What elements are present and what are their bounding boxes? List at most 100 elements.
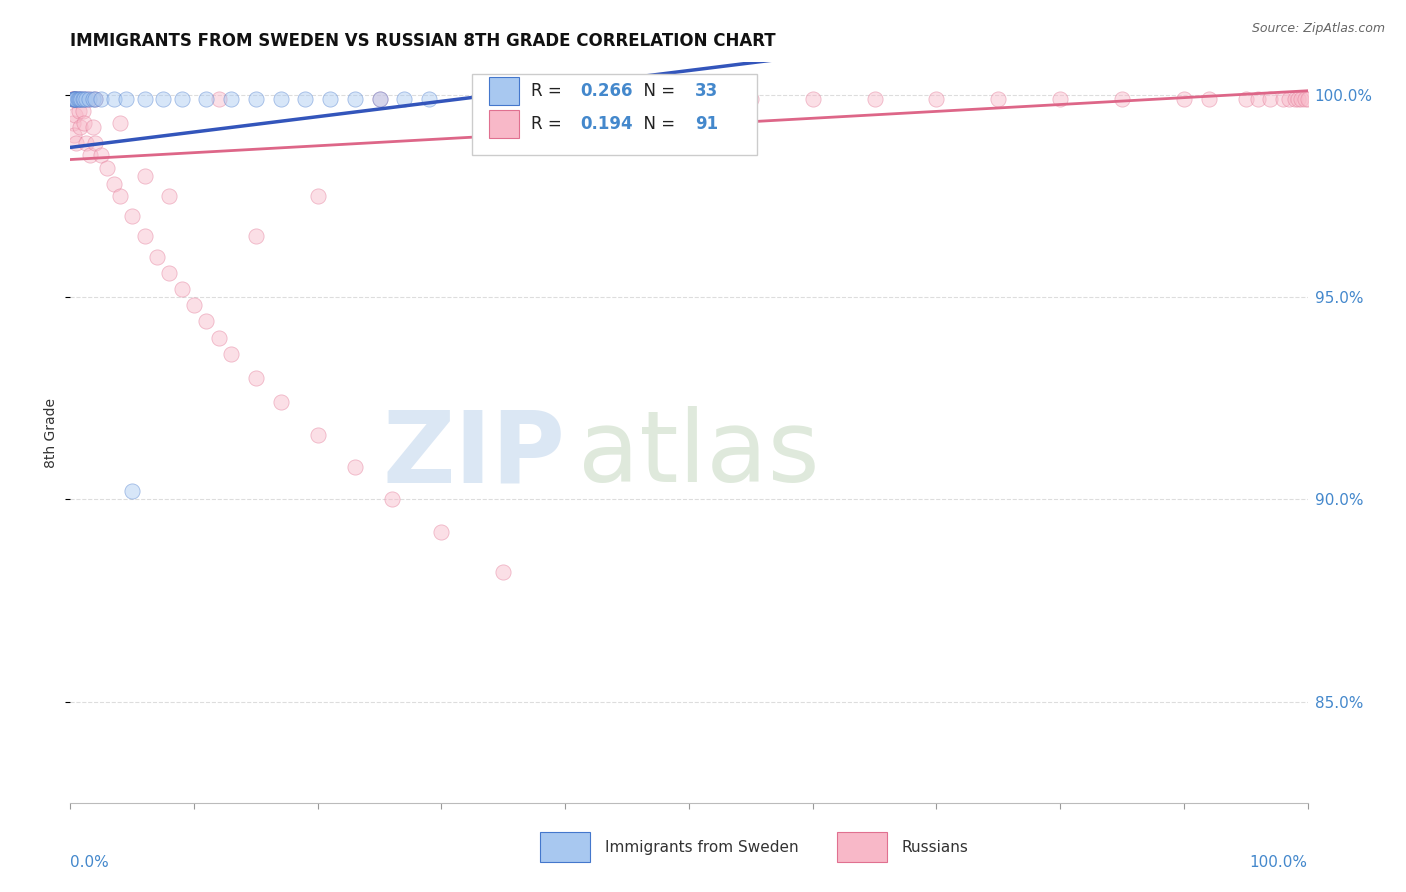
Point [62,116,84,130]
Point [90,148,112,162]
Point [75,136,97,151]
Point [121,209,143,223]
Point [103,177,125,191]
Point [925,92,948,106]
Point [343,460,366,475]
Point [245,371,267,385]
Point [1234,92,1257,106]
Point [108,189,131,203]
Point [72,92,94,106]
Point [70,92,93,106]
Point [987,92,1010,106]
Point [134,92,156,106]
Text: Russians: Russians [901,839,969,855]
FancyBboxPatch shape [488,110,519,138]
Point [63,92,86,106]
Text: 33: 33 [695,81,718,100]
Point [63,92,86,106]
Point [381,492,404,507]
Point [65,92,87,106]
Point [108,116,131,130]
Text: 91: 91 [695,115,718,133]
Point [270,92,292,106]
Point [82,120,104,135]
Point [115,92,138,106]
Point [72,103,94,118]
Point [183,298,205,312]
Point [1291,92,1313,106]
Point [863,92,886,106]
Point [208,330,231,344]
Point [195,314,218,328]
Text: N =: N = [633,115,681,133]
Point [84,92,107,106]
Point [1284,92,1306,106]
Point [63,128,86,143]
Point [84,92,107,106]
Point [63,92,86,106]
Text: R =: R = [530,115,567,133]
Point [368,92,391,106]
Point [1271,92,1294,106]
Point [62,92,84,106]
Point [245,229,267,244]
Point [157,189,180,203]
Point [77,92,100,106]
Point [1198,92,1220,106]
Point [801,92,824,106]
Text: atlas: atlas [578,407,820,503]
Point [77,92,100,106]
Point [1173,92,1195,106]
Text: 0.266: 0.266 [581,81,633,100]
Y-axis label: 8th Grade: 8th Grade [44,398,58,467]
Point [1296,92,1319,106]
Point [245,92,267,106]
Point [307,427,329,442]
Point [1278,92,1301,106]
Point [152,92,174,106]
FancyBboxPatch shape [488,77,519,104]
Point [1294,92,1316,106]
Point [66,92,89,106]
Point [75,92,97,106]
Point [65,136,87,151]
Point [307,189,329,203]
Point [270,395,292,409]
Point [1049,92,1071,106]
Point [740,92,762,106]
Point [1260,92,1282,106]
Text: Source: ZipAtlas.com: Source: ZipAtlas.com [1251,22,1385,36]
Text: 100.0%: 100.0% [1250,855,1308,870]
Text: IMMIGRANTS FROM SWEDEN VS RUSSIAN 8TH GRADE CORRELATION CHART: IMMIGRANTS FROM SWEDEN VS RUSSIAN 8TH GR… [70,32,776,50]
Point [146,250,169,264]
Point [319,92,342,106]
Point [65,92,87,106]
Point [90,92,112,106]
Point [65,108,87,122]
Point [65,92,87,106]
Point [157,266,180,280]
Point [121,484,143,499]
Point [84,136,107,151]
Point [69,120,91,135]
FancyBboxPatch shape [838,832,887,862]
Point [73,116,96,130]
FancyBboxPatch shape [472,73,756,155]
Point [75,92,97,106]
Point [134,169,156,183]
Point [616,92,638,106]
Point [66,92,89,106]
Point [368,92,391,106]
Point [82,92,104,106]
Point [492,565,515,579]
Point [343,92,366,106]
Point [67,103,90,118]
Point [208,92,231,106]
Point [134,229,156,244]
Point [170,92,193,106]
Point [60,92,83,106]
Point [62,92,84,106]
Point [79,148,101,162]
Point [103,92,125,106]
Point [1111,92,1133,106]
